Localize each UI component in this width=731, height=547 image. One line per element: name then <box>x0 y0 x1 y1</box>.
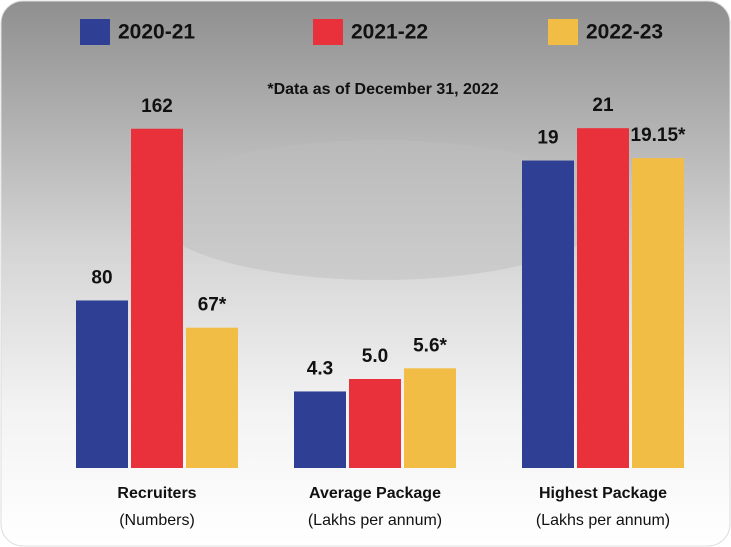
note: *Data as of December 31, 2022 <box>267 81 498 98</box>
legend-label: 2021-22 <box>351 21 428 44</box>
bar <box>522 161 574 468</box>
legend-swatch <box>80 19 110 45</box>
value-label: 162 <box>141 96 173 117</box>
value-label: 5.6* <box>413 335 447 356</box>
group-title: Highest Package <box>539 485 667 502</box>
legend-swatch <box>313 19 343 45</box>
value-label: 4.3 <box>307 358 333 379</box>
legend-swatch <box>548 19 578 45</box>
legend-label: 2020-21 <box>118 21 195 44</box>
bar <box>404 368 456 468</box>
value-label: 5.0 <box>362 346 388 367</box>
legend-label: 2022-23 <box>586 21 663 44</box>
group-title: Average Package <box>309 485 441 502</box>
bar <box>294 391 346 468</box>
value-label: 67* <box>198 295 227 316</box>
value-label: 21 <box>592 95 614 116</box>
bar <box>186 328 238 468</box>
bar <box>131 129 183 468</box>
group-subtitle: (Numbers) <box>119 512 195 529</box>
group-subtitle: (Lakhs per annum) <box>536 512 670 529</box>
bar <box>76 300 128 468</box>
bar <box>349 379 401 468</box>
value-label: 19.15* <box>631 125 687 146</box>
bar <box>632 158 684 468</box>
value-label: 19 <box>537 128 558 149</box>
bar <box>577 128 629 468</box>
value-label: 80 <box>91 267 112 288</box>
group-title: Recruiters <box>117 485 196 502</box>
group-subtitle: (Lakhs per annum) <box>308 512 442 529</box>
chart: 2020-21 2021-22 2022-23 *Data as of Decembe… <box>0 0 731 547</box>
